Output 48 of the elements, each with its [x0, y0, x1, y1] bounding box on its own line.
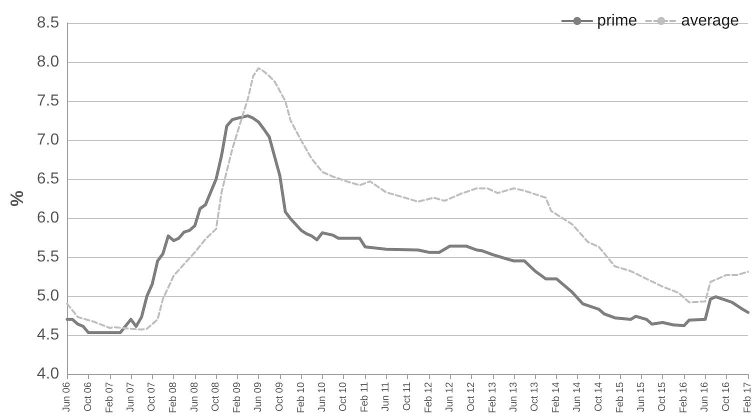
- y-tick-label: 7.5: [36, 92, 60, 110]
- x-tick-label: Oct 15: [657, 382, 668, 412]
- y-tick-label: 6.5: [36, 170, 60, 188]
- x-tick-label: Feb 15: [614, 382, 626, 414]
- x-tick-label: Jun 10: [316, 382, 328, 412]
- x-tick-label: Oct 12: [466, 382, 477, 412]
- x-tick-label: Feb 16: [678, 382, 690, 414]
- line-series: [66, 67, 749, 331]
- x-tick-label: Feb 08: [168, 382, 180, 414]
- x-tick-label: Oct 10: [338, 382, 350, 412]
- legend-label: average: [681, 12, 740, 30]
- y-tick-label: 4.5: [36, 326, 60, 344]
- x-tick-label: Feb 14: [551, 382, 562, 414]
- y-axis-title: %: [7, 190, 27, 207]
- x-tick-label: Jun 08: [189, 382, 200, 412]
- x-tick-label: Jun 06: [62, 382, 73, 412]
- x-tick-label: Feb 09: [232, 382, 244, 414]
- line-series: [66, 114, 750, 334]
- x-tick-label: Jun 09: [253, 382, 264, 412]
- x-tick-label: Oct 16: [721, 382, 732, 412]
- x-tick-label: Oct 14: [593, 382, 604, 412]
- x-tick-label: Oct 11: [402, 382, 413, 411]
- y-tick-label: 8.0: [36, 54, 60, 70]
- x-tick-label: Jun 07: [125, 382, 136, 412]
- x-tick-label: Jun 13: [508, 382, 520, 412]
- x-tick-label: Oct 06: [82, 382, 94, 412]
- x-tick-label: Oct 13: [530, 382, 541, 412]
- x-tick-label: Oct 08: [210, 382, 222, 412]
- legend-label: prime: [597, 12, 638, 30]
- x-tick-label: Feb 13: [487, 382, 498, 414]
- y-tick-label: 5.0: [36, 288, 60, 304]
- x-tick-label: Feb 10: [296, 382, 307, 414]
- y-tick-label: 4.0: [36, 366, 60, 382]
- x-tick-label: Jun 12: [444, 382, 456, 412]
- x-tick-label: Feb 17: [742, 382, 754, 414]
- x-tick-label: Jun 16: [700, 382, 711, 412]
- x-tick-label: Oct 07: [146, 382, 158, 412]
- y-tick-label: 7.0: [36, 132, 60, 148]
- x-tick-label: Feb 11: [360, 382, 371, 412]
- y-tick-label: 8.5: [36, 14, 60, 32]
- x-tick-label: Jun 14: [572, 382, 584, 412]
- x-tick-label: Jun 11: [380, 382, 392, 412]
- x-tick-label: Feb 07: [104, 382, 116, 414]
- y-tick-label: 5.5: [36, 248, 60, 266]
- x-tick-label: Jun 15: [636, 382, 647, 412]
- x-tick-label: Feb 12: [423, 382, 434, 414]
- x-tick-label: Oct 09: [274, 382, 286, 412]
- y-tick-label: 6.0: [36, 210, 60, 226]
